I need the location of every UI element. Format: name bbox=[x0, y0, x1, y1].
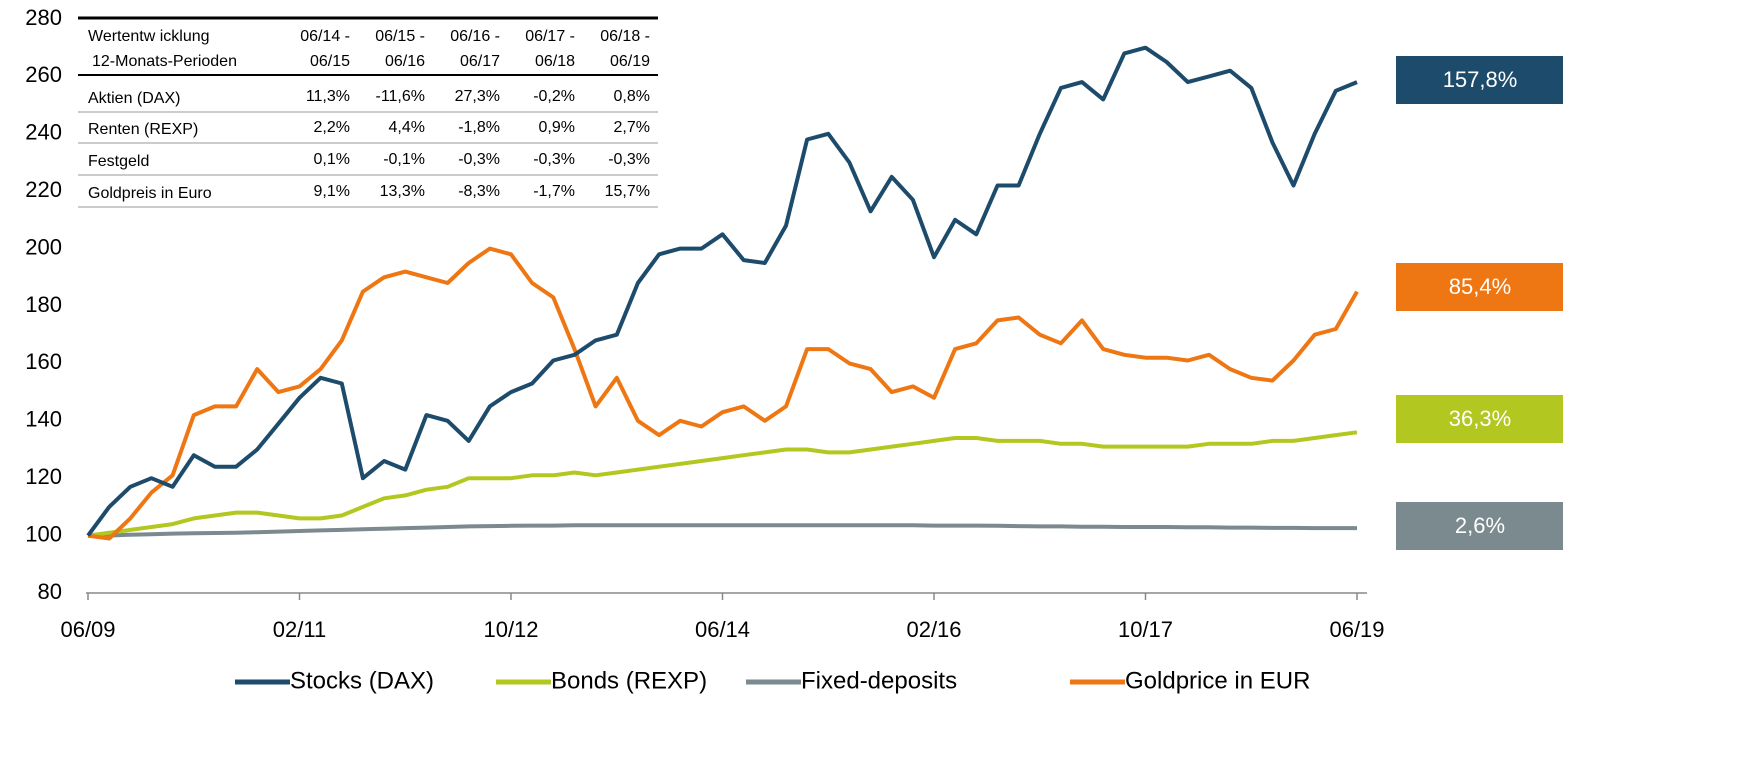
table-cell: Renten (REXP) bbox=[88, 121, 198, 138]
table-cell: 0,8% bbox=[614, 88, 650, 105]
y-tick-label: 180 bbox=[25, 292, 62, 317]
table-cell: 27,3% bbox=[455, 88, 500, 105]
end-label-box bbox=[1396, 395, 1563, 443]
series-line bbox=[86, 45, 1358, 537]
end-label-box bbox=[1396, 56, 1563, 104]
table-header: 12-Monats-Perioden bbox=[92, 53, 237, 70]
x-tick-label: 10/12 bbox=[483, 617, 538, 642]
x-tick-label: 06/14 bbox=[695, 617, 750, 642]
table-cell: -0,1% bbox=[383, 151, 425, 168]
table-cell: 2,7% bbox=[614, 119, 650, 136]
table-header: 06/16 - bbox=[450, 28, 500, 45]
table-header: 06/14 - bbox=[300, 28, 350, 45]
table-cell: -0,2% bbox=[533, 88, 575, 105]
table-cell: 4,4% bbox=[389, 119, 425, 136]
table-cell: 13,3% bbox=[380, 183, 425, 200]
table-header: 06/18 - bbox=[600, 28, 650, 45]
table-header: 06/16 bbox=[385, 53, 425, 70]
table-header: 06/18 bbox=[535, 53, 575, 70]
y-tick-label: 160 bbox=[25, 349, 62, 374]
y-tick-label: 240 bbox=[25, 120, 62, 145]
table-cell: -11,6% bbox=[375, 88, 425, 105]
legend-label: Bonds (REXP) bbox=[551, 667, 707, 694]
y-tick-label: 100 bbox=[25, 521, 62, 546]
table-cell: -0,3% bbox=[458, 151, 500, 168]
table-cell: -0,3% bbox=[533, 151, 575, 168]
table-cell: 0,1% bbox=[314, 151, 350, 168]
table-cell: -1,8% bbox=[458, 119, 500, 136]
table-cell: Goldpreis in Euro bbox=[88, 185, 212, 202]
end-label: 36,3% bbox=[1449, 406, 1511, 431]
x-tick-label: 06/09 bbox=[60, 617, 115, 642]
table-cell: -0,3% bbox=[608, 151, 650, 168]
end-label: 85,4% bbox=[1449, 274, 1511, 299]
y-tick-label: 200 bbox=[25, 234, 62, 259]
series-line bbox=[87, 430, 1358, 538]
table-header: 06/17 bbox=[460, 53, 500, 70]
table-cell: 9,1% bbox=[314, 183, 350, 200]
table-cell: 0,9% bbox=[539, 119, 575, 136]
table-header: 06/15 bbox=[310, 53, 350, 70]
y-tick-label: 120 bbox=[25, 464, 62, 489]
legend-label: Fixed-deposits bbox=[801, 667, 957, 694]
table-cell: 11,3% bbox=[306, 88, 350, 105]
x-tick-label: 02/16 bbox=[906, 617, 961, 642]
end-label-box bbox=[1396, 263, 1563, 311]
y-tick-label: 280 bbox=[25, 5, 62, 30]
x-tick-label: 06/19 bbox=[1329, 617, 1384, 642]
table-cell: 2,2% bbox=[314, 119, 350, 136]
y-tick-label: 80 bbox=[38, 579, 62, 604]
table-cell: -1,7% bbox=[533, 183, 575, 200]
legend-label: Goldprice in EUR bbox=[1125, 667, 1310, 694]
table-header: 06/17 - bbox=[525, 28, 575, 45]
series-line bbox=[87, 246, 1359, 541]
end-label: 157,8% bbox=[1443, 67, 1518, 92]
y-tick-label: 220 bbox=[25, 177, 62, 202]
table-header: 06/15 - bbox=[375, 28, 425, 45]
x-tick-label: 10/17 bbox=[1118, 617, 1173, 642]
series-line bbox=[88, 523, 1357, 538]
table-header: 06/19 bbox=[610, 53, 650, 70]
table-cell: Festgeld bbox=[88, 153, 149, 170]
y-tick-label: 140 bbox=[25, 407, 62, 432]
table-cell: Aktien (DAX) bbox=[88, 90, 180, 107]
table-cell: 15,7% bbox=[605, 183, 650, 200]
y-tick-label: 260 bbox=[25, 62, 62, 87]
legend-label: Stocks (DAX) bbox=[290, 667, 434, 694]
table-header: Wertentw icklung bbox=[88, 28, 210, 45]
end-label-box bbox=[1396, 502, 1563, 550]
end-label: 2,6% bbox=[1455, 513, 1505, 538]
table-cell: -8,3% bbox=[458, 183, 500, 200]
x-tick-label: 02/11 bbox=[273, 617, 326, 642]
